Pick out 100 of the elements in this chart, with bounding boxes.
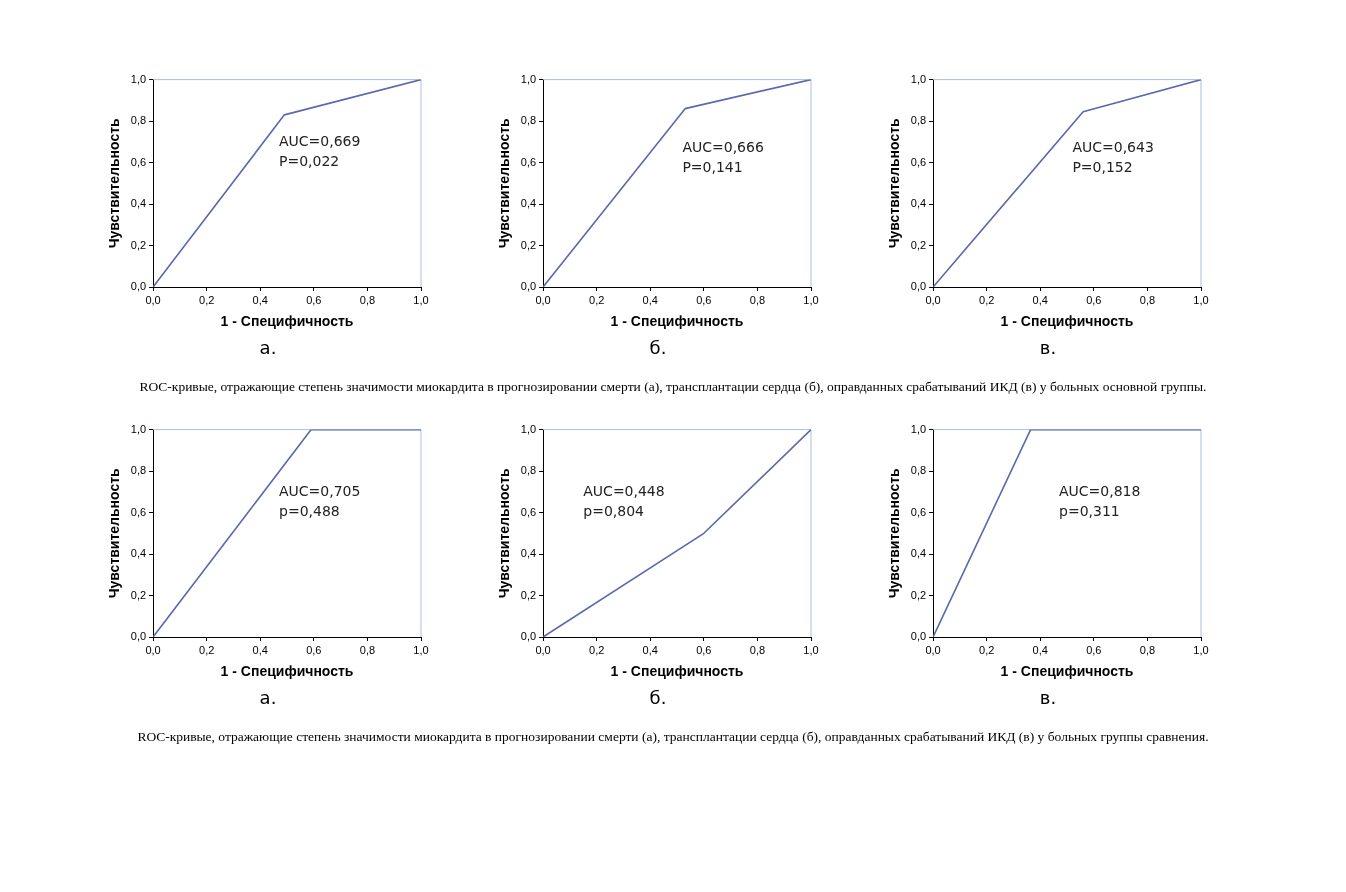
x-tick-label: 0,2 [979,643,995,656]
annotation: AUC=0,448 [583,482,665,499]
y-tick-label: 1,0 [910,72,927,85]
x-axis-title: 1 - Специфичность [220,663,354,680]
y-tick-label: 0,2 [520,238,537,251]
y-tick-label: 0,0 [910,629,927,642]
x-tick-label: 0,0 [925,643,941,656]
y-tick-label: 0,6 [130,505,147,518]
y-axis-title: Чувствительность [496,117,513,249]
x-tick-label: 0,0 [535,643,551,656]
y-tick-label: 0,8 [910,114,927,127]
x-tick-label: 0,6 [696,643,712,656]
x-tick-label: 0,4 [252,293,268,306]
x-tick-label: 0,8 [1139,643,1156,656]
x-tick-label: 0,6 [1086,293,1102,306]
y-tick-label: 0,6 [130,155,147,168]
y-tick-label: 0,0 [520,629,537,642]
text: ROC-кривые, отражающие степень значимости миокардита в прогнозировании смерти (а), трансплантации сердца (б), оправданных срабатываний ИКД (в) у больных группы сравнения. [136,727,1210,746]
y-axis-title: Чувствительность [886,117,903,249]
y-tick-label: 0,8 [520,114,537,127]
x-tick-label: 0,8 [359,293,376,306]
x-tick-label: 0,8 [749,293,766,306]
x-tick-label: 0,6 [306,643,322,656]
annotation: AUC=0,818 [1059,482,1141,499]
x-tick-label: 0,2 [589,643,605,656]
x-tick-label: 0,2 [199,643,215,656]
y-tick-label: 1,0 [130,72,147,85]
x-tick-label: 1,0 [413,293,429,306]
y-tick-label: 0,2 [520,588,537,601]
y-axis-title: Чувствительность [106,467,123,598]
y-tick-label: 1,0 [130,422,147,435]
x-tick-label: 0,8 [359,643,376,656]
y-tick-label: 0,4 [520,546,537,559]
y-tick-label: 0,8 [130,114,147,127]
text: б. [649,686,667,708]
annotation: p=0,311 [1059,502,1120,519]
y-tick-label: 0,6 [520,155,537,168]
y-axis-title: Чувствительность [886,467,903,598]
annotation: p=0,804 [583,502,645,519]
y-tick-label: 1,0 [520,72,537,85]
x-axis-title: 1 - Специфичность [610,313,744,330]
x-tick-label: 0,2 [979,293,995,306]
y-tick-label: 0,4 [130,546,147,559]
y-tick-label: 0,0 [910,280,927,293]
x-tick-label: 0,8 [749,643,766,656]
x-tick-label: 0,6 [696,293,712,306]
x-tick-label: 0,0 [535,293,551,306]
x-axis-title: 1 - Специфичность [1000,313,1134,330]
y-tick-label: 0,2 [130,238,147,251]
annotation: AUC=0,669 [279,133,361,150]
y-tick-label: 0,8 [520,463,537,476]
x-tick-label: 1,0 [1193,643,1209,656]
y-tick-label: 0,4 [520,197,537,210]
text: ROC-кривые, отражающие степень значимости миокардита в прогнозировании смерти (а), трансплантации сердца (б), оправданных срабатываний ИКД (в) у больных основной группы. [138,378,1208,396]
x-tick-label: 1,0 [413,643,429,656]
y-tick-label: 0,2 [130,588,147,601]
annotation: AUC=0,666 [682,139,764,156]
x-tick-label: 1,0 [803,293,819,306]
y-axis-title: Чувствительность [496,467,513,598]
x-tick-label: 0,6 [306,293,322,306]
y-tick-label: 0,6 [910,505,927,518]
y-tick-label: 0,4 [910,546,927,559]
x-tick-label: 0,4 [1032,293,1048,306]
y-tick-label: 0,0 [130,280,147,293]
x-tick-label: 0,2 [199,293,215,306]
y-tick-label: 0,0 [520,280,537,293]
x-tick-label: 0,4 [642,293,658,306]
annotation: AUC=0,705 [279,482,361,499]
annotation: P=0,022 [279,153,340,170]
y-tick-label: 0,4 [910,197,927,210]
annotation: P=0,141 [682,159,743,176]
x-tick-label: 1,0 [1193,293,1209,306]
x-tick-label: 0,6 [1086,643,1102,656]
y-axis-title: Чувствительность [106,117,123,249]
y-tick-label: 0,0 [130,629,147,642]
y-tick-label: 0,2 [910,588,927,601]
y-tick-label: 0,6 [910,155,927,168]
text: в. [1039,337,1057,358]
x-axis-title: 1 - Специфичность [1000,663,1134,680]
x-tick-label: 0,4 [642,643,658,656]
x-axis-title: 1 - Специфичность [220,313,354,330]
x-tick-label: 0,0 [925,293,941,306]
text: в. [1039,686,1057,708]
annotation: p=0,488 [279,502,340,519]
y-tick-label: 0,8 [910,463,927,476]
x-tick-label: 0,8 [1139,293,1156,306]
x-tick-label: 1,0 [803,643,819,656]
annotation: P=0,152 [1072,159,1133,176]
text: а. [259,686,277,708]
text: б. [649,337,667,358]
x-tick-label: 0,0 [145,643,161,656]
y-tick-label: 0,4 [130,197,147,210]
text: а. [259,337,277,358]
y-tick-label: 0,2 [910,238,927,251]
x-tick-label: 0,2 [589,293,605,306]
x-tick-label: 0,0 [145,293,161,306]
annotation: AUC=0,643 [1072,139,1154,156]
y-tick-label: 1,0 [520,422,537,435]
x-tick-label: 0,4 [1032,643,1048,656]
y-tick-label: 0,6 [520,505,537,518]
